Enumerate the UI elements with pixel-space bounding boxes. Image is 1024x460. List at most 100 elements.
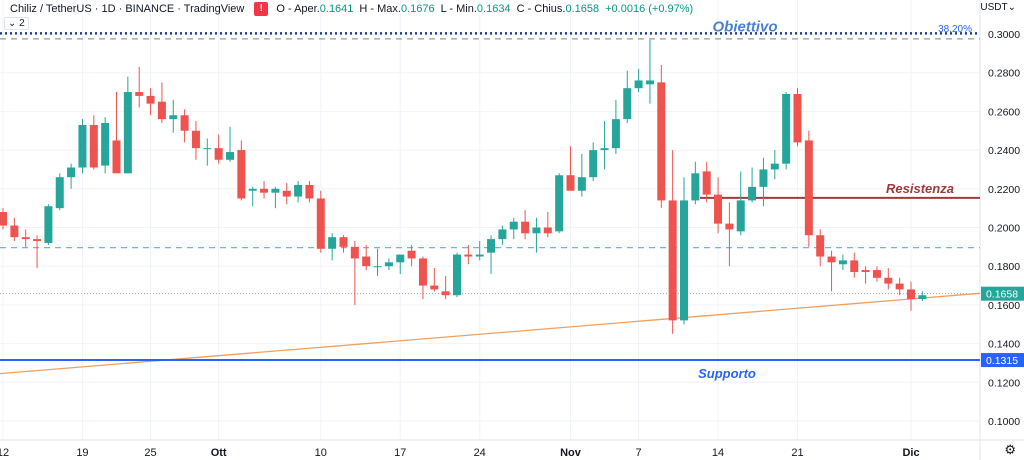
candle-body[interactable]	[680, 200, 688, 321]
candle-body[interactable]	[123, 92, 132, 174]
candle-body[interactable]	[759, 169, 768, 187]
candle-body[interactable]	[827, 256, 836, 263]
candle-body[interactable]	[861, 270, 870, 273]
candle-body[interactable]	[793, 93, 802, 143]
gear-icon[interactable]: ⚙	[1004, 442, 1016, 457]
candle-body[interactable]	[44, 206, 53, 243]
candle-body[interactable]	[260, 188, 269, 193]
candle-body[interactable]	[191, 130, 200, 149]
candle-body[interactable]	[316, 198, 325, 249]
candle-body[interactable]	[101, 123, 110, 166]
candle-body[interactable]	[373, 266, 382, 268]
label-resistenza: Resistenza	[886, 181, 954, 196]
candle-body[interactable]	[226, 152, 234, 160]
candle-body[interactable]	[498, 229, 507, 240]
candle-body[interactable]	[782, 93, 791, 164]
candle-body[interactable]	[180, 115, 189, 131]
candle-body[interactable]	[305, 184, 314, 199]
candle-body[interactable]	[0, 212, 7, 226]
candle-body[interactable]	[294, 184, 303, 197]
candle-body[interactable]	[838, 260, 847, 265]
candle-body[interactable]	[21, 237, 30, 240]
candle-body[interactable]	[770, 163, 779, 170]
candle-body[interactable]	[714, 194, 723, 224]
candle-body[interactable]	[566, 175, 575, 191]
x-tick-label: 21	[791, 447, 803, 459]
candle-body[interactable]	[487, 239, 496, 253]
candle-body[interactable]	[328, 237, 337, 249]
candle-body[interactable]	[112, 140, 121, 174]
candle-body[interactable]	[430, 285, 439, 290]
candle-body[interactable]	[169, 115, 178, 120]
symbol-title[interactable]: Chiliz / TetherUS · 1D · BINANCE · Tradi…	[10, 3, 245, 15]
candle-body[interactable]	[441, 291, 450, 296]
candle-body[interactable]	[509, 221, 518, 230]
candle-body[interactable]	[135, 92, 144, 96]
candle-body[interactable]	[55, 177, 64, 209]
candle-body[interactable]	[884, 277, 893, 284]
candle-body[interactable]	[418, 258, 427, 286]
candle-body[interactable]	[67, 167, 76, 178]
x-tick-label: Ott	[211, 447, 227, 459]
candle-body[interactable]	[850, 260, 859, 273]
candle-body[interactable]	[532, 227, 541, 234]
high-label: H - Max.	[359, 3, 401, 15]
candle-body[interactable]	[623, 88, 632, 120]
label-supporto: Supporto	[698, 366, 756, 381]
close-value: 0.1658	[565, 3, 600, 15]
candle-body[interactable]	[282, 190, 291, 197]
candle-body[interactable]	[362, 256, 371, 267]
candle-body[interactable]	[521, 221, 530, 234]
candle-body[interactable]	[668, 200, 677, 321]
candle-body[interactable]	[895, 283, 904, 290]
y-tick-label: 0.1800	[988, 261, 1020, 273]
currency-selector[interactable]: USDT⌄	[980, 2, 1016, 13]
candle-body[interactable]	[453, 254, 461, 296]
candle-body[interactable]	[577, 177, 586, 191]
low-value: 0.1634	[476, 3, 511, 15]
y-tick-label: 0.1400	[988, 339, 1020, 351]
candle-body[interactable]	[396, 254, 405, 263]
candle-body[interactable]	[237, 150, 246, 199]
candle-body[interactable]	[555, 175, 564, 232]
candle-body[interactable]	[748, 186, 757, 201]
x-tick-label: 25	[144, 447, 156, 459]
candle-body[interactable]	[339, 237, 348, 247]
candle-body[interactable]	[736, 200, 745, 232]
candle-body[interactable]	[645, 80, 654, 85]
candle-body[interactable]	[10, 225, 19, 238]
candle-body[interactable]	[907, 289, 915, 300]
candle-body[interactable]	[203, 148, 212, 150]
candle-body[interactable]	[634, 80, 643, 89]
candle-body[interactable]	[657, 82, 666, 201]
candle-body[interactable]	[146, 95, 155, 104]
candle-body[interactable]	[384, 262, 393, 267]
candle-body[interactable]	[464, 254, 473, 257]
candle-body[interactable]	[271, 188, 280, 193]
candle-body[interactable]	[89, 124, 98, 168]
y-tick-label: 0.3000	[988, 29, 1020, 41]
candle-body[interactable]	[600, 148, 609, 151]
candle-body[interactable]	[918, 295, 927, 300]
candle-body[interactable]	[543, 227, 552, 234]
warning-icon[interactable]: !	[254, 2, 269, 16]
candle-body[interactable]	[589, 150, 598, 178]
x-tick-label: 24	[474, 447, 486, 459]
candle-body[interactable]	[804, 140, 813, 236]
candle-body[interactable]	[33, 239, 42, 242]
candle-body[interactable]	[157, 101, 166, 120]
candle-body[interactable]	[702, 171, 711, 195]
candle-body[interactable]	[407, 250, 416, 259]
candle-body[interactable]	[816, 235, 825, 257]
candle-body[interactable]	[248, 188, 257, 191]
candle-body[interactable]	[872, 270, 881, 278]
candle-body[interactable]	[475, 254, 484, 257]
candle-body[interactable]	[611, 119, 620, 149]
candle-body[interactable]	[691, 173, 700, 201]
legend-toggle-button[interactable]: ⌄ 2	[4, 17, 29, 30]
candle-body[interactable]	[725, 223, 734, 230]
candle-body[interactable]	[350, 246, 359, 259]
candle-body[interactable]	[78, 124, 87, 168]
candle-body[interactable]	[214, 148, 223, 160]
